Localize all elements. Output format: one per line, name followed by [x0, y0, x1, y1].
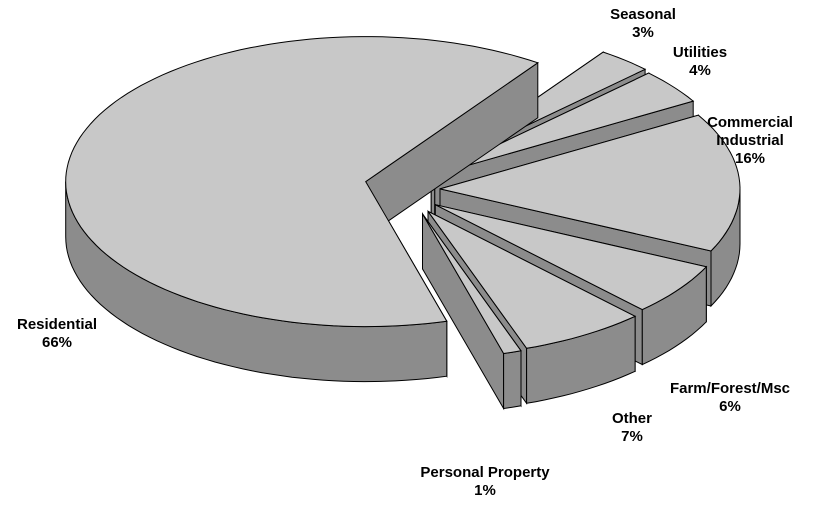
slice-label: Utilities 4% — [655, 44, 745, 80]
category-label: Farm/Forest/Msc — [669, 380, 791, 397]
category-label: Residential — [16, 316, 98, 333]
slice-label: Seasonal 3% — [598, 6, 688, 42]
slice — [434, 72, 695, 176]
slice — [65, 36, 539, 328]
slice — [422, 213, 522, 355]
slice — [439, 114, 741, 252]
value-label: 4% — [689, 62, 711, 79]
slice — [435, 204, 708, 311]
slice-label: Other 7% — [592, 410, 672, 446]
slice-label: Personal Property 1% — [395, 464, 575, 500]
slice-label: Residential 66% — [2, 316, 112, 352]
category-label: Personal Property — [420, 464, 550, 481]
slice-label: Farm/Forest/Msc 6% — [650, 380, 810, 416]
value-label: 3% — [632, 24, 654, 41]
slice-label: Commercial Industrial 16% — [695, 114, 805, 168]
category-label: Seasonal — [610, 6, 676, 23]
value-label: 1% — [474, 482, 496, 499]
category-label: Commercial Industrial — [707, 114, 793, 149]
slice-side — [503, 350, 522, 410]
value-label: 16% — [734, 150, 766, 167]
value-label: 66% — [41, 334, 73, 351]
value-label: 7% — [621, 428, 643, 445]
slice — [427, 210, 637, 349]
value-label: 6% — [719, 398, 741, 415]
category-label: Utilities — [672, 44, 728, 61]
category-label: Other — [611, 410, 652, 427]
